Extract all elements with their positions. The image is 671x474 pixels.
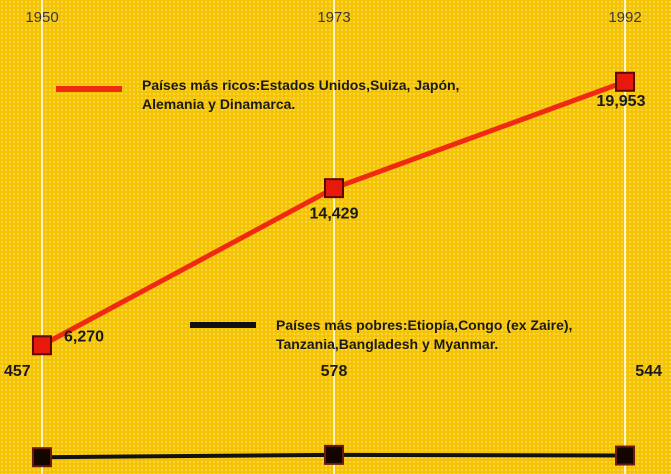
legend-label: Países más ricos:Estados Unidos,Suiza, J… xyxy=(142,77,460,112)
marker xyxy=(615,445,635,466)
value-label: 19,953 xyxy=(597,93,646,110)
x-tick-label: 1950 xyxy=(25,9,58,26)
value-label: 6,270 xyxy=(64,328,104,345)
x-tick-label: 1992 xyxy=(608,9,641,26)
value-label: 578 xyxy=(321,363,348,380)
legend-label: Países más pobres:Etiopía,Congo (ex Zair… xyxy=(276,317,573,352)
value-label: 544 xyxy=(635,363,662,380)
marker xyxy=(32,447,52,468)
marker xyxy=(324,444,344,465)
legend-swatch xyxy=(190,322,256,328)
value-label: 457 xyxy=(4,363,31,380)
marker xyxy=(32,335,52,356)
legend-swatch xyxy=(56,86,122,92)
value-label: 14,429 xyxy=(310,205,359,222)
marker xyxy=(324,178,344,199)
marker xyxy=(615,71,635,92)
x-tick-label: 1973 xyxy=(317,9,350,26)
